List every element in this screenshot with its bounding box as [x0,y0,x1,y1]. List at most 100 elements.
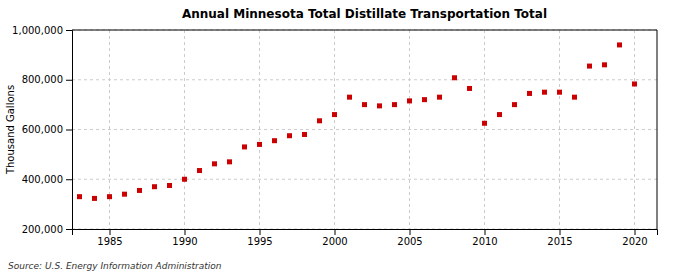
tick-label: 200,000 [22,224,63,235]
tick: 2010 [472,229,497,247]
point [467,86,472,91]
grid-line [409,30,410,229]
point [92,196,97,201]
point [197,168,202,173]
point [107,194,112,199]
point [242,144,247,149]
tick: 2000 [322,229,347,247]
point [152,184,157,189]
annotation: Source: U.S. Energy Information Administ… [8,261,222,271]
tick-mark [110,229,111,235]
tick: 800,000 [22,74,72,85]
tick: 2015 [547,229,572,247]
tick-label: 1,000,000 [12,25,63,36]
tick-label: 2020 [622,236,647,247]
axis-line [73,230,658,236]
grid-line [72,179,657,180]
x-axis: 1985 1990 1995 2000 2005 2010 2015 2020 [73,229,658,247]
axis-line [66,31,73,230]
point [227,159,232,164]
point [272,138,277,143]
points [77,42,637,200]
tick-mark [185,229,186,235]
point [557,90,562,95]
tick-mark [410,229,411,235]
tick-mark [66,80,72,81]
tick: 200,000 [22,224,72,235]
point [77,194,82,199]
tick-mark [260,229,261,235]
point [137,188,142,193]
point [617,42,622,47]
grid-line [72,79,657,80]
point [452,75,457,80]
tick-label: 400,000 [22,174,63,185]
grid-line [72,30,657,31]
tick: 1,000,000 [12,25,72,36]
grid-line [559,30,560,229]
tick-mark [66,30,72,31]
point [437,95,442,100]
point [497,112,502,117]
tick-label: 800,000 [22,74,63,85]
frame [72,30,657,31]
grid-line [634,30,635,229]
y-axis-title: Thousand Gallons [5,85,16,175]
tick-label: 1985 [97,236,122,247]
point [317,118,322,123]
frame [657,30,658,229]
tick-label: 2005 [397,236,422,247]
point [602,62,607,67]
point [392,102,397,107]
tick: 1990 [172,229,197,247]
point [122,192,127,197]
tick-mark [66,229,72,230]
tick-mark [66,179,72,180]
grid [72,30,657,229]
tick-mark [635,229,636,235]
tick-label: 1990 [172,236,197,247]
point [182,177,187,182]
point [347,95,352,100]
point [482,121,487,126]
point [632,81,637,86]
point [212,161,217,166]
point [407,98,412,103]
tick: 2020 [622,229,647,247]
point [332,112,337,117]
tick-mark [66,130,72,131]
grid-line [334,30,335,229]
tick-label: 600,000 [22,124,63,135]
tick: 1985 [97,229,122,247]
point [422,97,427,102]
chart: 1985 1990 1995 2000 2005 2010 2015 2020 200,000 4… [0,0,675,275]
point [527,91,532,96]
point [377,103,382,108]
tick: 1995 [247,229,272,247]
point [542,90,547,95]
tick: 2005 [397,229,422,247]
grid-line [484,30,485,229]
grid-line [72,129,657,130]
tick: 600,000 [22,124,72,135]
tick-label: 2015 [547,236,572,247]
point [302,132,307,137]
title: Annual Minnesota Total Distillate Transp… [182,7,547,21]
tick-label: 1995 [247,236,272,247]
tick-mark [485,229,486,235]
point [572,95,577,100]
point [257,142,262,147]
plot: 1985 1990 1995 2000 2005 2010 2015 2020 200,000 4… [12,25,657,247]
tick-label: 2010 [472,236,497,247]
grid-line [184,30,185,229]
tick-mark [335,229,336,235]
grid-line [259,30,260,229]
point [587,64,592,69]
tick-mark [560,229,561,235]
point [512,102,517,107]
tick-label: 2000 [322,236,347,247]
y-axis: 200,000 400,000 600,000 800,000 1,000,000 [12,25,72,235]
tick: 400,000 [22,174,72,185]
point [287,133,292,138]
point [362,102,367,107]
